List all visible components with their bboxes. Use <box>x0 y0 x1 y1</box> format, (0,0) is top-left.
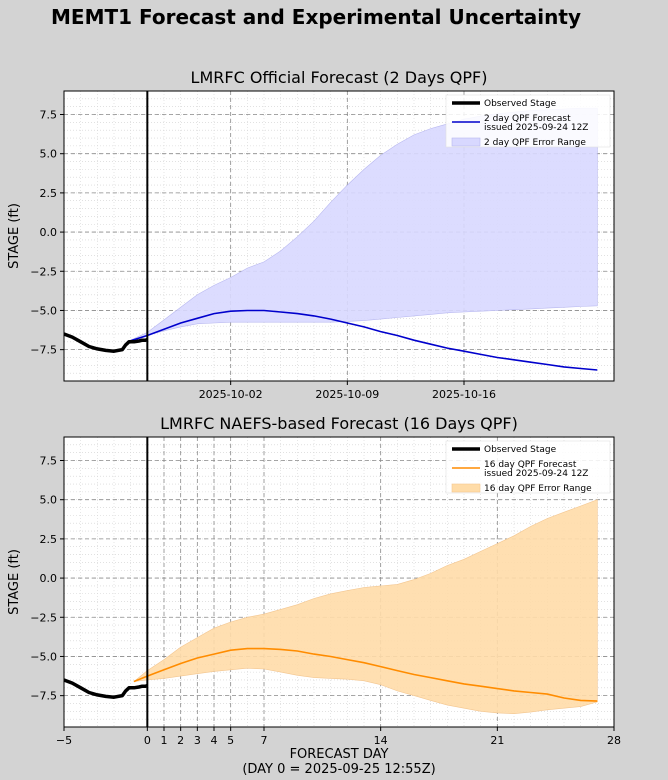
x-tick-label: 14 <box>374 734 388 747</box>
figure-title: MEMT1 Forecast and Experimental Uncertai… <box>51 5 581 29</box>
x-tick-label: 3 <box>194 734 201 747</box>
legend-label: issued 2025-09-24 12Z <box>484 469 588 479</box>
y-tick-label: 5.0 <box>40 148 58 161</box>
y-axis-label: STAGE (ft) <box>7 203 22 269</box>
x-tick-label: 2025-10-02 <box>199 388 263 401</box>
legend: Observed Stage 16 day QPF Forecastissued … <box>445 440 611 494</box>
y-tick-label: −7.5 <box>30 344 57 357</box>
chart-16day-qpf: −7.5 −5.0 −2.5 0.0 2.5 5.0 7.5 −5 0 1 2 3 4 5 7 14 21 28 L… <box>7 414 621 777</box>
legend-band-swatch <box>451 483 481 493</box>
error-range-band <box>127 107 598 343</box>
y-axis-label: STAGE (ft) <box>7 549 22 615</box>
observed-stage-line <box>63 332 149 353</box>
legend-label: 16 day QPF Error Range <box>484 484 592 494</box>
x-tick-label: −5 <box>56 734 72 747</box>
legend-label: 2 day QPF Forecast <box>484 114 571 124</box>
chart-title: LMRFC NAEFS-based Forecast (16 Days QPF) <box>160 414 518 433</box>
y-tick-label: −5.0 <box>30 650 57 663</box>
x-tick-label: 7 <box>261 734 268 747</box>
plot-frame <box>63 436 615 728</box>
y-tick-label: 0.0 <box>40 572 58 585</box>
y-tick-label: 2.5 <box>40 187 58 200</box>
y-tick-label: −7.5 <box>30 690 57 703</box>
x-tick-label: 21 <box>490 734 504 747</box>
x-tick-label: 5 <box>227 734 234 747</box>
y-tick-label: −5.0 <box>30 304 57 317</box>
y-tick-label: −2.5 <box>30 265 57 278</box>
x-tick-label: 28 <box>607 734 621 747</box>
x-tick-label: 1 <box>161 734 168 747</box>
y-tick-label: 0.0 <box>40 226 58 239</box>
legend-label: 2 day QPF Error Range <box>484 138 586 148</box>
forecast-line <box>133 647 598 702</box>
legend-label: issued 2025-09-24 12Z <box>484 123 588 133</box>
y-tick-label: 5.0 <box>40 494 58 507</box>
forecast-line <box>127 309 598 371</box>
y-tick-label: −2.5 <box>30 611 57 624</box>
legend-label: Observed Stage <box>484 99 557 109</box>
x-tick-label: 2025-10-09 <box>315 388 379 401</box>
x-axis-label: FORECAST DAY <box>290 747 389 762</box>
x-axis-sublabel: (DAY 0 = 2025-09-25 12:55Z) <box>242 762 435 777</box>
legend-label: 16 day QPF Forecast <box>484 460 577 470</box>
error-range-band <box>133 499 598 715</box>
x-tick-label: 2025-10-16 <box>432 388 496 401</box>
x-tick-label: 0 <box>144 734 151 747</box>
chart-2day-qpf: −7.5 −5.0 −2.5 0.0 2.5 5.0 7.5 2025-10-02 2025-1… <box>7 68 615 401</box>
y-tick-label: 2.5 <box>40 533 58 546</box>
y-tick-label: 7.5 <box>40 109 58 122</box>
x-tick-label: 2 <box>177 734 184 747</box>
legend-label: Observed Stage <box>484 445 557 455</box>
legend-band-swatch <box>451 137 481 147</box>
x-tick-label: 4 <box>211 734 218 747</box>
chart-title: LMRFC Official Forecast (2 Days QPF) <box>191 68 488 87</box>
observed-stage-line <box>63 678 149 699</box>
y-tick-label: 7.5 <box>40 455 58 468</box>
plot-frame <box>63 90 615 382</box>
